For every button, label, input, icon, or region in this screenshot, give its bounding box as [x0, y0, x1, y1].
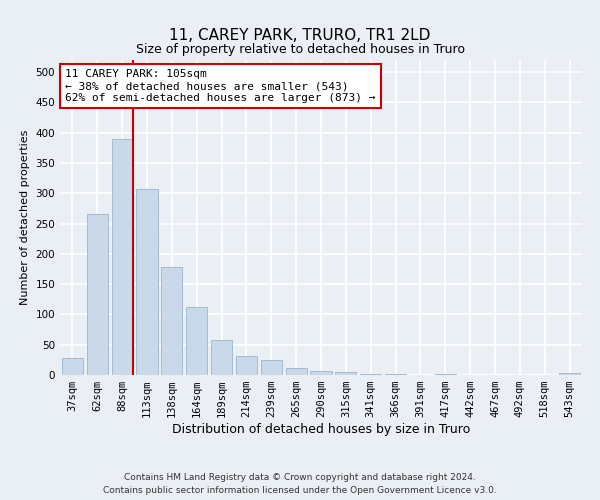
Bar	[161, 267, 182, 375]
Bar	[186, 306, 207, 375]
Bar	[236, 356, 257, 375]
X-axis label: Distribution of detached houses by size in Truro: Distribution of detached houses by size …	[172, 423, 470, 436]
Bar	[559, 373, 580, 375]
Y-axis label: Number of detached properties: Number of detached properties	[20, 130, 30, 305]
Bar	[136, 189, 158, 375]
Bar	[385, 374, 406, 375]
Text: 11 CAREY PARK: 105sqm
← 38% of detached houses are smaller (543)
62% of semi-det: 11 CAREY PARK: 105sqm ← 38% of detached …	[65, 70, 376, 102]
Bar	[112, 138, 133, 375]
Bar	[335, 372, 356, 375]
Text: Size of property relative to detached houses in Truro: Size of property relative to detached ho…	[136, 42, 464, 56]
Bar	[286, 368, 307, 375]
Bar	[211, 340, 232, 375]
Text: 11, CAREY PARK, TRURO, TR1 2LD: 11, CAREY PARK, TRURO, TR1 2LD	[169, 28, 431, 42]
Bar	[261, 360, 282, 375]
Bar	[360, 374, 381, 375]
Bar	[87, 214, 108, 375]
Bar	[310, 371, 332, 375]
Bar	[435, 374, 456, 375]
Bar	[62, 358, 83, 375]
Text: Contains HM Land Registry data © Crown copyright and database right 2024.
Contai: Contains HM Land Registry data © Crown c…	[103, 474, 497, 495]
